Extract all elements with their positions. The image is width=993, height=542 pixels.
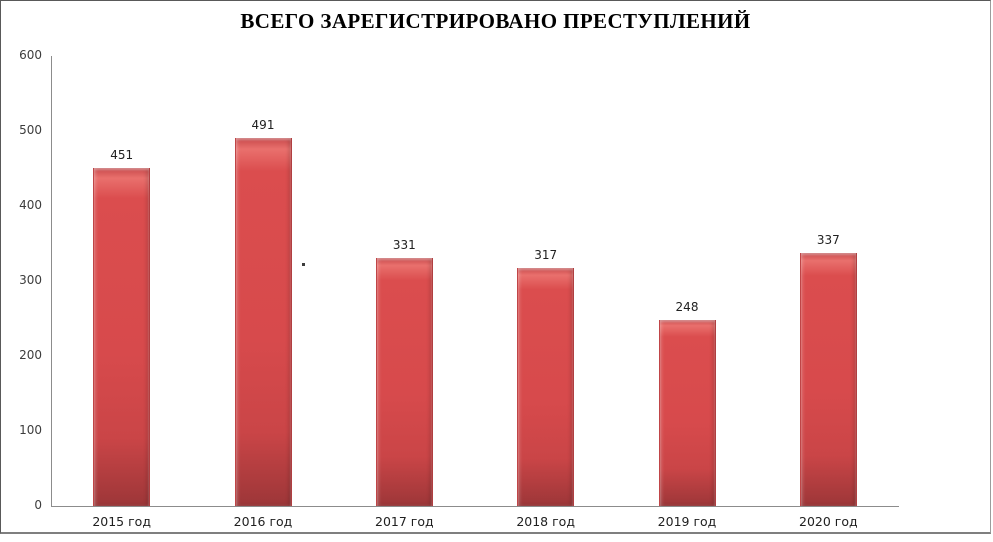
y-axis-line bbox=[51, 56, 52, 506]
y-axis-tick-label: 200 bbox=[19, 348, 42, 362]
bar-value-label: 337 bbox=[816, 233, 840, 248]
bar-2016 bbox=[234, 137, 292, 506]
y-axis-tick-label: 300 bbox=[19, 273, 42, 287]
bar-2017 bbox=[375, 257, 433, 506]
x-axis-category-label: 2018 год bbox=[516, 514, 575, 529]
y-axis-tick-label: 0 bbox=[34, 498, 42, 512]
x-axis-category-label: 2020 год bbox=[799, 514, 858, 529]
x-axis-category-label: 2015 год bbox=[92, 514, 151, 529]
y-axis-tick-label: 400 bbox=[19, 198, 42, 212]
chart-title: ВСЕГО ЗАРЕГИСТРИРОВАНО ПРЕСТУПЛЕНИЙ bbox=[240, 9, 751, 33]
bar-value-label: 331 bbox=[392, 237, 416, 252]
x-axis-line bbox=[51, 506, 899, 507]
x-axis-category-label: 2016 год bbox=[233, 514, 293, 529]
bar-2019 bbox=[658, 320, 716, 506]
bar-value-label: 317 bbox=[534, 248, 558, 263]
bar-2015 bbox=[93, 167, 151, 506]
x-axis-category-label: 2017 год bbox=[375, 514, 434, 529]
x-axis-category-label: 2019 год bbox=[657, 514, 717, 529]
stray-dot-annotation: . bbox=[302, 263, 305, 266]
y-axis-tick-label: 100 bbox=[19, 423, 42, 437]
bar-2018 bbox=[517, 268, 575, 506]
bar-value-label: 451 bbox=[110, 147, 134, 162]
bar-value-label: 491 bbox=[251, 117, 275, 132]
y-axis-tick-label: 500 bbox=[19, 123, 42, 137]
bar-value-label: 248 bbox=[675, 300, 699, 314]
bar-2020 bbox=[799, 253, 857, 506]
y-axis-tick-label: 600 bbox=[19, 48, 42, 62]
